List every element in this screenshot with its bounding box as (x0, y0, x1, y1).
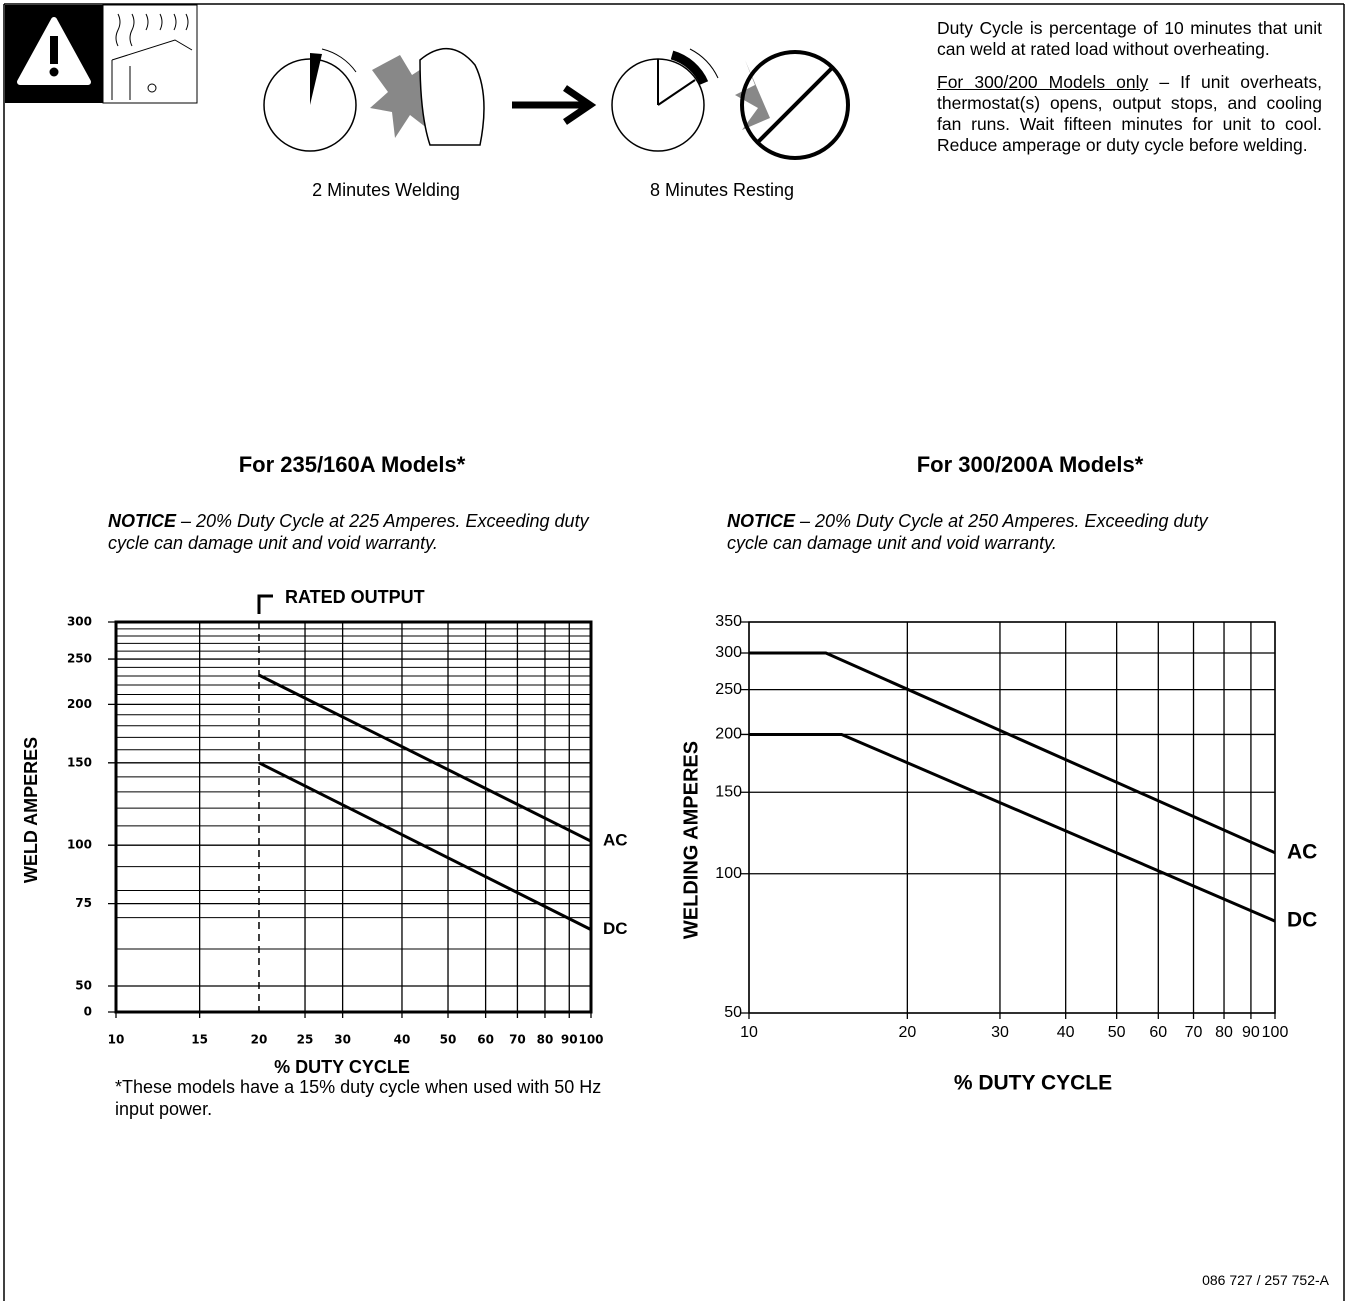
arrow (512, 85, 597, 125)
x-tick-label: 100 (1262, 1024, 1289, 1041)
x-tick-label: 30 (334, 1033, 351, 1047)
x-tick-label: 40 (394, 1033, 411, 1047)
notice: NOTICE – 20% Duty Cycle at 250 Amperes. … (727, 510, 1217, 554)
y-tick-label: 50 (75, 979, 92, 993)
y-tick-label: 200 (715, 726, 742, 743)
caption: 2 Minutes Welding (312, 180, 460, 200)
y-tick-label: 300 (715, 644, 742, 661)
y-tick-label: 75 (75, 896, 92, 910)
y-tick-label: 250 (67, 652, 92, 666)
x-tick-label: 50 (1108, 1024, 1126, 1041)
x-tick-label: 15 (191, 1033, 208, 1047)
clock-welding (263, 47, 485, 152)
y-tick-label: 250 (715, 681, 742, 698)
x-tick-label: 80 (537, 1033, 554, 1047)
footnote: *These models have a 15% duty cycle when… (115, 1077, 602, 1119)
x-axis-title: % DUTY CYCLE (274, 1057, 410, 1077)
y-tick-label: 150 (715, 783, 742, 800)
x-tick-label: 80 (1215, 1024, 1233, 1041)
note: For 300/200 Models only – If unit overhe… (937, 72, 1322, 156)
notice-lead: NOTICE (727, 511, 796, 531)
series-label: DC (603, 919, 628, 938)
x-tick-label: 60 (1149, 1024, 1167, 1041)
series-line (749, 732, 1276, 923)
chart-title: For 235/160A Models* (238, 452, 466, 477)
overheat-icon (102, 4, 198, 104)
x-tick-label: 90 (1242, 1024, 1260, 1041)
x-tick-label: 70 (1185, 1024, 1203, 1041)
rated-output-label: RATED OUTPUT (285, 587, 425, 607)
y-tick-label: 150 (67, 755, 92, 769)
series-line (258, 673, 592, 843)
x-tick-label: 60 (477, 1033, 494, 1047)
note-text: – If unit overheats, thermostat(s) opens… (937, 72, 1322, 155)
clock-resting (611, 48, 850, 160)
x-tick-label: 10 (740, 1024, 758, 1041)
notice-text: – 20% Duty Cycle at 225 Amperes. Exceedi… (108, 511, 589, 553)
series-label: AC (1287, 840, 1317, 863)
x-tick-label: 50 (440, 1033, 457, 1047)
note-lead: For 300/200 Models only (937, 72, 1149, 92)
x-tick-label: 10 (108, 1033, 125, 1047)
x-tick-label: 30 (991, 1024, 1009, 1041)
x-tick-label: 40 (1057, 1024, 1075, 1041)
series-label: AC (603, 831, 628, 850)
y-axis-title: WELDING AMPERES (680, 741, 702, 939)
x-tick-label: 20 (898, 1024, 916, 1041)
y-tick-label: 50 (724, 1004, 742, 1021)
y-tick-label: 100 (715, 865, 742, 882)
plot-frame (114, 620, 593, 1014)
x-tick-label: 100 (578, 1033, 603, 1047)
series-line (258, 761, 592, 931)
x-tick-label: 20 (251, 1033, 268, 1047)
chart-title: For 300/200A Models* (916, 452, 1144, 477)
caption: 8 Minutes Resting (649, 180, 795, 200)
rated-output-bracket (257, 594, 273, 614)
y-tick-label: 300 (67, 615, 92, 629)
plot-frame (748, 621, 1276, 1014)
y-tick-label: 100 (67, 838, 92, 852)
description: Duty Cycle is percentage of 10 minutes t… (937, 18, 1322, 59)
y-tick-label: 200 (67, 697, 92, 711)
y-tick-label: 350 (715, 613, 742, 630)
x-tick-label: 90 (561, 1033, 578, 1047)
series-line (749, 651, 1276, 855)
x-tick-label: 25 (297, 1033, 314, 1047)
x-tick-label: 70 (509, 1033, 526, 1047)
notice: NOTICE – 20% Duty Cycle at 225 Amperes. … (108, 510, 598, 554)
notice-text: – 20% Duty Cycle at 250 Amperes. Exceedi… (727, 511, 1208, 553)
footer-code: 086 727 / 257 752-A (1202, 1272, 1329, 1288)
y-tick-label: 0 (84, 1005, 92, 1019)
notice-lead: NOTICE (108, 511, 177, 531)
y-axis-title: WELD AMPERES (21, 737, 41, 883)
x-axis-title: % DUTY CYCLE (954, 1072, 1112, 1095)
series-label: DC (1287, 909, 1317, 932)
